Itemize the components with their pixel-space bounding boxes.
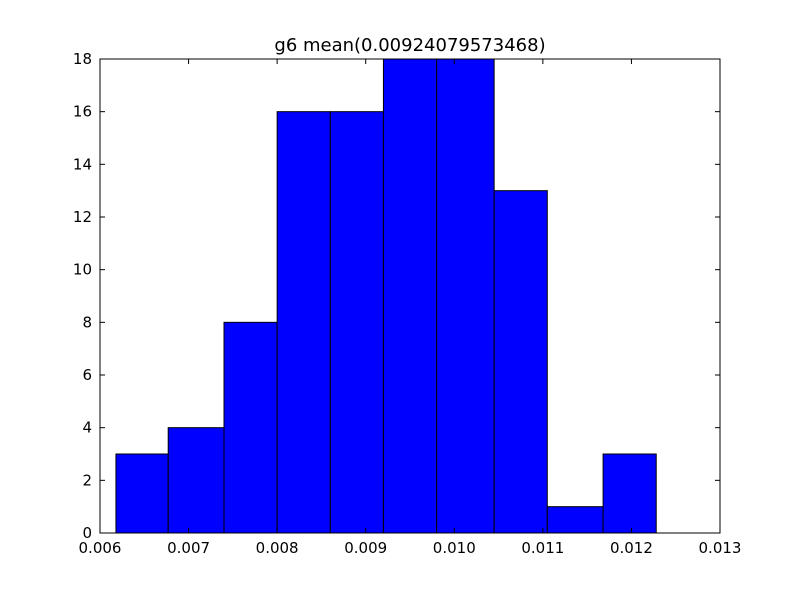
y-tick-label: 18 [73,50,92,68]
y-tick-label: 2 [82,471,92,489]
y-tick-label: 16 [73,103,92,121]
x-tick-label: 0.008 [256,539,299,557]
x-tick-label: 0.006 [79,539,122,557]
histogram-bar [493,190,548,534]
y-tick-label: 8 [82,313,92,331]
y-tick-label: 12 [73,208,92,226]
histogram-bar [223,321,278,534]
y-tick-label: 4 [82,419,92,437]
histogram-bar [382,58,438,534]
y-tick-label: 14 [73,155,92,173]
x-tick-label: 0.010 [433,539,476,557]
histogram-bar [602,453,657,534]
plot-frame [99,58,721,534]
histogram-bar [115,453,169,534]
x-tick-label: 0.009 [344,539,387,557]
tick-labels-group: 0.006 0.007 0.008 0.009 0.010 0.011 0.012 0.013… [73,50,742,557]
y-tick-label: 6 [82,366,92,384]
y-tick-label: 0 [82,524,92,542]
histogram-bar [436,58,495,534]
bars-group [115,58,657,534]
x-tick-label: 0.011 [521,539,564,557]
y-tick-label: 10 [73,261,92,279]
histogram-bar [546,506,604,534]
x-tick-label: 0.007 [167,539,210,557]
chart-title: g6 mean(0.00924079573468) [274,35,545,56]
x-tick-label: 0.012 [610,539,653,557]
histogram-bar [276,111,331,534]
histogram-bar [167,427,225,534]
histogram-bar [329,111,384,534]
x-tick-label: 0.013 [699,539,742,557]
